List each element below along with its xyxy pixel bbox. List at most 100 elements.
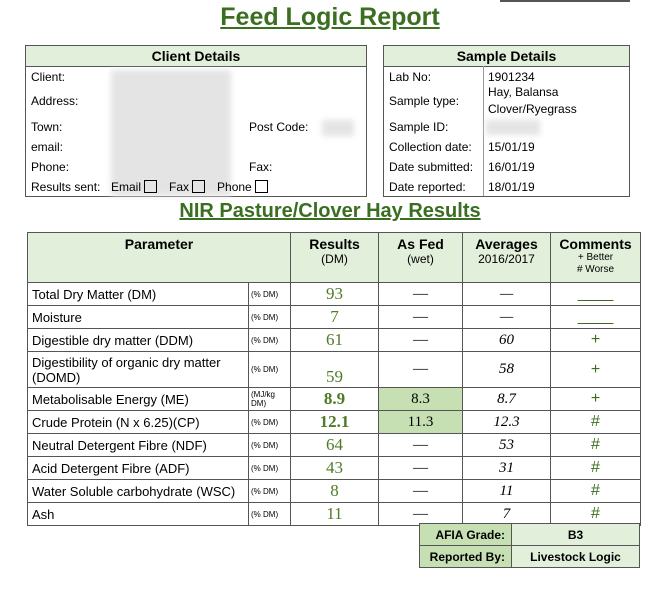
column-title: As Fed xyxy=(397,236,444,252)
sample-label: Lab No: xyxy=(389,70,432,84)
sample-value: 15/01/19 xyxy=(488,140,535,154)
result: 43 xyxy=(290,456,379,480)
unit: (% DM) xyxy=(248,282,291,306)
comment: ____ xyxy=(550,282,641,306)
column-header: Parameter xyxy=(27,232,291,283)
reported-by: Livestock Logic xyxy=(511,545,640,568)
column-subtitle: # Worse xyxy=(576,264,615,275)
parameter: Total Dry Matter (DM) xyxy=(27,282,249,306)
fax-label: Fax: xyxy=(249,160,273,174)
checkbox xyxy=(144,180,158,193)
redacted xyxy=(322,120,354,136)
sample-label: Date reported: xyxy=(389,180,466,194)
sample-label: Sample ID: xyxy=(389,120,449,134)
option: Email xyxy=(111,180,142,194)
result: 61 xyxy=(290,328,379,352)
column-header: Results (DM) xyxy=(290,232,379,283)
as-fed: — xyxy=(378,328,463,352)
redacted xyxy=(486,120,540,135)
result-row: Moisture (% DM) 7— — ____ xyxy=(27,305,641,329)
grade: B3 xyxy=(511,523,640,546)
checkbox xyxy=(192,180,206,193)
result-row: Total Dry Matter (DM) (% DM) 93— — ____ xyxy=(27,282,641,306)
sample-details: Sample Details Lab No: 1901234 Sample type… xyxy=(383,45,630,197)
parameter: Moisture xyxy=(27,305,249,329)
column-title: Results xyxy=(309,236,360,252)
column-title: Averages xyxy=(475,236,538,252)
client-label: Results sent: xyxy=(31,180,101,194)
redacted xyxy=(111,70,231,196)
as-fed: 11.3 xyxy=(378,410,463,434)
as-fed: — xyxy=(378,456,463,480)
results-title: NIR Pasture/Clover Hay Results xyxy=(179,200,481,222)
column-subtitle: (wet) xyxy=(407,252,434,266)
comment: # xyxy=(550,479,641,503)
result-row: Neutral Detergent Fibre (NDF) (% DM) 64—53… xyxy=(27,433,641,457)
sample-label: Date submitted: xyxy=(389,160,474,174)
parameter: Digestibility of organic dry matter (DOM… xyxy=(27,351,249,388)
average: 7 xyxy=(462,502,551,526)
column-header: Comments + Better # Worse xyxy=(550,232,641,283)
comment: # xyxy=(550,410,641,434)
result: 8 xyxy=(290,479,379,503)
column-subtitle: 2016/2017 xyxy=(478,252,535,266)
average: 58 xyxy=(462,351,551,388)
average: — xyxy=(462,282,551,306)
result: 64 xyxy=(290,433,379,457)
comment: + xyxy=(550,351,641,388)
result-row: Acid Detergent Fibre (ADF) (% DM) 43—31 # xyxy=(27,456,641,480)
option: Fax xyxy=(169,180,190,194)
result: 12.1 xyxy=(290,410,379,434)
column-header: As Fed (wet) xyxy=(378,232,463,283)
checkbox xyxy=(254,180,268,193)
unit: (% DM) xyxy=(248,351,291,388)
parameter: Metabolisable Energy (ME) xyxy=(27,387,249,411)
unit: (% DM) xyxy=(248,456,291,480)
result: 8.9 xyxy=(290,387,379,411)
parameter: Digestible dry matter (DDM) xyxy=(27,328,249,352)
sample-value: 16/01/19 xyxy=(488,160,535,174)
column-header: Averages 2016/2017 xyxy=(462,232,551,283)
parameter: Acid Detergent Fibre (ADF) xyxy=(27,456,249,480)
client-label: Client: xyxy=(31,70,66,84)
result: 11 xyxy=(290,502,379,526)
unit: (% DM) xyxy=(248,328,291,352)
column-title: Parameter xyxy=(124,236,194,252)
column-title: Comments xyxy=(559,236,632,252)
client-label: Address: xyxy=(31,94,79,108)
parameter: Crude Protein (N x 6.25)(CP) xyxy=(27,410,249,434)
column-subtitle: (DM) xyxy=(321,252,348,266)
as-fed: — xyxy=(378,305,463,329)
client-details: Client Details Post Code: Fax: Client: Ad… xyxy=(25,45,367,197)
unit: (% DM) xyxy=(248,305,291,329)
result: 93 xyxy=(290,282,379,306)
result-row: Digestibility of organic dry matter (DOM… xyxy=(27,351,641,388)
unit: (% DM) xyxy=(248,502,291,526)
report-title: Feed Logic Report xyxy=(220,3,440,31)
comment: # xyxy=(550,502,641,526)
result-row: Ash (% DM) 11—7 # xyxy=(27,502,641,526)
comment: + xyxy=(550,387,641,411)
results-sent-options: Email Fax Phone xyxy=(111,180,280,194)
as-fed: — xyxy=(378,479,463,503)
sample-heading: Sample Details xyxy=(384,46,629,67)
result-row: Water Soluble carbohydrate (WSC) (% DM) 8—… xyxy=(27,479,641,503)
result-row: Metabolisable Energy (ME) (MJ/kg DM) 8.9 8.… xyxy=(27,387,641,411)
client-heading: Client Details xyxy=(26,46,366,67)
as-fed: — xyxy=(378,351,463,388)
average: 8.7 xyxy=(462,387,551,411)
client-label: Town: xyxy=(31,120,63,134)
column-subtitle: + Better xyxy=(577,252,614,263)
as-fed: — xyxy=(378,433,463,457)
comment: ____ xyxy=(550,305,641,329)
option: Phone xyxy=(217,180,252,194)
average: 12.3 xyxy=(462,410,551,434)
client-label: Phone: xyxy=(31,160,70,174)
grade-label: AFIA Grade: xyxy=(419,523,512,546)
average: 31 xyxy=(462,456,551,480)
post-code-label: Post Code: xyxy=(249,120,309,134)
unit: (% DM) xyxy=(248,479,291,503)
result-row: Crude Protein (N x 6.25)(CP) (% DM) 12.1 11… xyxy=(27,410,641,434)
parameter: Water Soluble carbohydrate (WSC) xyxy=(27,479,249,503)
